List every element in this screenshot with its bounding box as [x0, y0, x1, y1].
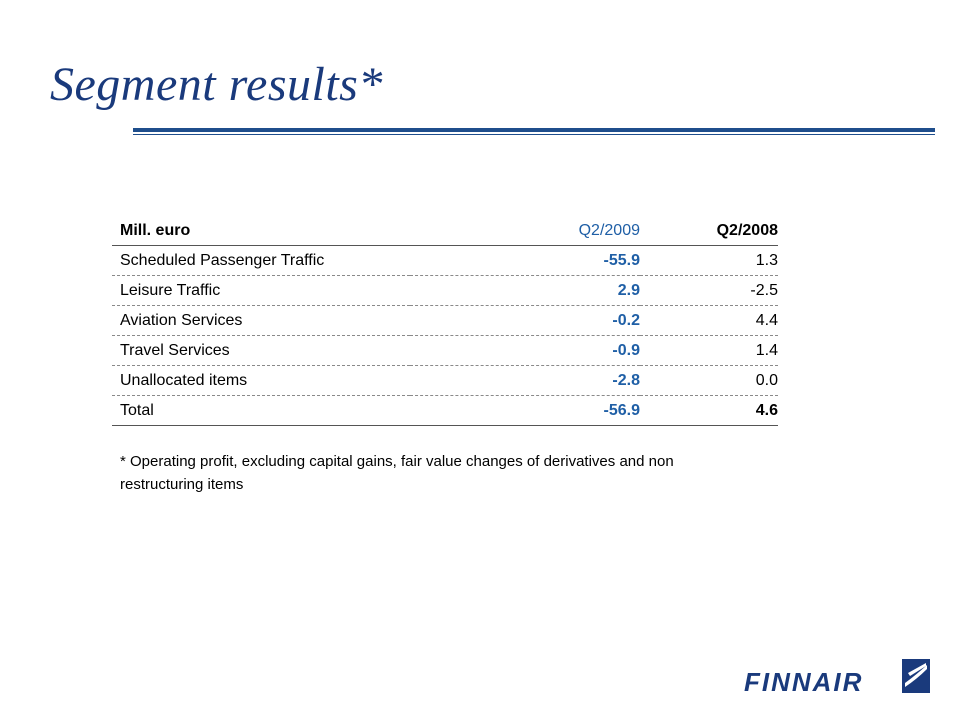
row-value-q2-2008: 1.3 [640, 245, 778, 276]
title-rule-thick [133, 128, 935, 132]
table-total-row: Total -56.9 4.6 [112, 395, 778, 426]
row-label: Scheduled Passenger Traffic [112, 245, 410, 276]
total-value-q2-2008: 4.6 [640, 395, 778, 426]
table-row: Travel Services -0.9 1.4 [112, 335, 778, 366]
row-value-q2-2009: -55.9 [410, 245, 640, 276]
row-label: Leisure Traffic [112, 275, 410, 306]
row-label: Travel Services [112, 335, 410, 366]
table-row: Aviation Services -0.2 4.4 [112, 305, 778, 336]
column-header-label: Mill. euro [112, 216, 410, 246]
row-label: Aviation Services [112, 305, 410, 336]
table-header-row: Mill. euro Q2/2009 Q2/2008 [112, 216, 778, 246]
footnote: * Operating profit, excluding capital ga… [120, 453, 674, 493]
segment-results-table: Mill. euro Q2/2009 Q2/2008 Scheduled Pas… [112, 216, 778, 426]
table-row: Unallocated items -2.8 0.0 [112, 365, 778, 396]
row-value-q2-2008: -2.5 [640, 275, 778, 306]
row-value-q2-2008: 1.4 [640, 335, 778, 366]
column-header-q2-2009: Q2/2009 [410, 216, 640, 246]
table-row: Scheduled Passenger Traffic -55.9 1.3 [112, 245, 778, 276]
page-title: Segment results* [50, 58, 383, 111]
total-label: Total [112, 395, 410, 426]
row-value-q2-2009: -0.9 [410, 335, 640, 366]
total-value-q2-2009: -56.9 [410, 395, 640, 426]
row-value-q2-2009: -2.8 [410, 365, 640, 396]
column-header-q2-2008: Q2/2008 [640, 216, 778, 246]
title-rule-thin [133, 134, 935, 135]
finnair-wing-icon [902, 659, 930, 693]
table-row: Leisure Traffic 2.9 -2.5 [112, 275, 778, 306]
row-value-q2-2008: 0.0 [640, 365, 778, 396]
logo-wordmark: FINNAIR [744, 667, 863, 697]
row-value-q2-2008: 4.4 [640, 305, 778, 336]
finnair-logo: FINNAIR [740, 655, 932, 702]
row-label: Unallocated items [112, 365, 410, 396]
row-value-q2-2009: 2.9 [410, 275, 640, 306]
row-value-q2-2009: -0.2 [410, 305, 640, 336]
